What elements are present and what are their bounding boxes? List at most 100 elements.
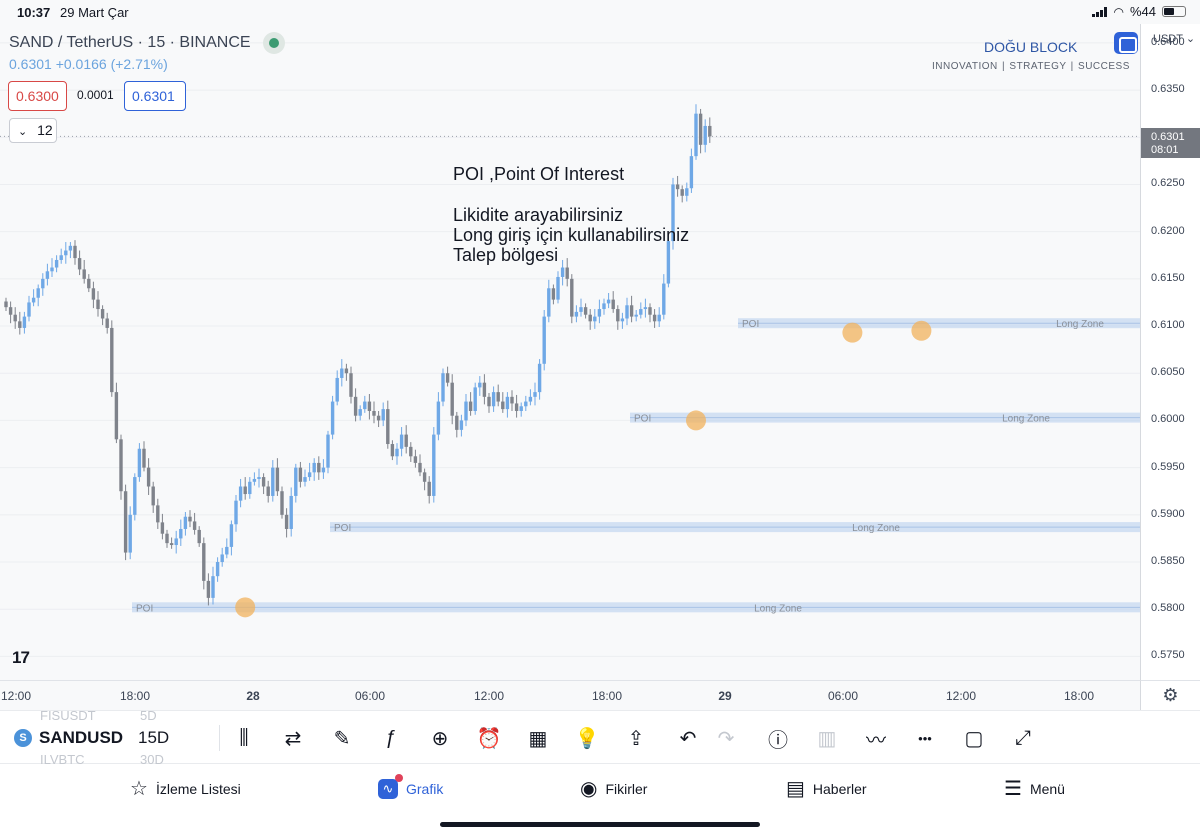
status-bar: 10:37 29 Mart Çar ◠ %44 bbox=[0, 0, 1200, 24]
annotation-line-2[interactable]: Long giriş için kullanabilirsiniz bbox=[453, 225, 690, 245]
sell-price-button[interactable]: 0.6300 bbox=[8, 81, 67, 111]
candle-body bbox=[464, 401, 468, 421]
candle-body bbox=[248, 481, 252, 495]
line-tool-icon[interactable]: 〰 bbox=[866, 729, 886, 752]
chevron-down-icon: ⌄ bbox=[18, 126, 28, 138]
compare-icon[interactable]: ⇄ bbox=[284, 727, 302, 750]
ghost-symbol-below: ILVBTC bbox=[40, 752, 85, 767]
toolbar-divider bbox=[219, 725, 220, 751]
poi-marker bbox=[911, 320, 932, 341]
rectangle-icon[interactable]: ▢ bbox=[964, 727, 984, 750]
price-tick-label: 0.5750 bbox=[1151, 649, 1185, 662]
fullscreen-icon[interactable]: ⤢ bbox=[1015, 726, 1031, 749]
candle-body bbox=[353, 396, 358, 416]
legend-price-change: 0.6301 +0.0166 (+2.71%) bbox=[9, 56, 168, 72]
more-icon[interactable]: ••• bbox=[918, 730, 932, 746]
layout-icon[interactable] bbox=[1114, 32, 1138, 54]
tradingview-logo-icon[interactable]: 17 bbox=[12, 648, 30, 667]
candle-body bbox=[128, 514, 132, 553]
candle-body bbox=[519, 406, 523, 411]
candle-body bbox=[64, 250, 68, 256]
candle-body bbox=[593, 316, 597, 322]
price-axis[interactable]: USDT ⌄ 0.64000.63500.63000.62500.62000.6… bbox=[1140, 24, 1200, 680]
annotation-line-3[interactable]: Talep bölgesi bbox=[453, 245, 559, 265]
nav-item-3[interactable]: ◉ Fikirler bbox=[580, 779, 647, 799]
candle-body bbox=[142, 448, 146, 468]
menu-icon: ☰ bbox=[1004, 778, 1022, 800]
poi-marker bbox=[235, 597, 256, 618]
add-icon[interactable]: ⊕ bbox=[431, 727, 449, 750]
candle-body bbox=[100, 309, 105, 319]
time-tick-label: 29 bbox=[718, 689, 732, 703]
candle-body bbox=[579, 307, 583, 312]
candle-body bbox=[395, 448, 399, 457]
chevron-down-icon: ⌄ bbox=[1185, 33, 1196, 45]
nav-label: Menü bbox=[1029, 781, 1065, 797]
annotation-title[interactable]: POI ,Point Of Interest bbox=[453, 164, 625, 184]
info-icon[interactable]: ⓘ bbox=[768, 729, 788, 752]
time-tick-label: 28 bbox=[246, 689, 260, 703]
candle-body bbox=[708, 125, 712, 137]
candle-body bbox=[666, 241, 671, 284]
candle-body bbox=[238, 486, 243, 501]
alert-clock-icon[interactable]: ⏰ bbox=[476, 727, 502, 750]
symbol-picker[interactable]: SANDUSD bbox=[39, 728, 124, 747]
candlestick-chart[interactable]: POI Long Zone POI Long Zone POI Long Zone POI L… bbox=[0, 24, 1140, 680]
nav-item-4[interactable]: ▤ Haberler bbox=[786, 779, 867, 799]
candle-body bbox=[330, 401, 335, 435]
chart-pane[interactable]: POI Long Zone POI Long Zone POI Long Zone POI L… bbox=[0, 24, 1140, 680]
candle-body bbox=[54, 259, 59, 268]
watchlist-star-icon: ☆ bbox=[130, 778, 148, 800]
candle-body bbox=[533, 392, 537, 397]
chart-icon: ∿ bbox=[378, 774, 403, 799]
candle-body bbox=[648, 307, 652, 315]
nav-item-1[interactable]: ☆ İzleme Listesi bbox=[130, 779, 241, 799]
indicators-toggle[interactable]: ⌄ 12 bbox=[9, 118, 57, 143]
ghost-interval-below: 30D bbox=[140, 752, 164, 767]
chart-settings-gear-icon[interactable]: ⚙ bbox=[1140, 680, 1200, 710]
candle-body bbox=[211, 576, 215, 598]
nav-item-5[interactable]: ☰ Menü bbox=[1004, 779, 1065, 799]
redo-icon[interactable]: ↷ bbox=[717, 727, 735, 750]
share-icon[interactable]: ⇪ bbox=[627, 727, 645, 750]
symbol-legend-title[interactable]: SAND / TetherUS · 15 · BINANCE bbox=[9, 34, 251, 51]
candle-body bbox=[450, 382, 454, 416]
ideas-bulb-icon[interactable]: 💡 bbox=[574, 727, 600, 750]
price-tick-label: 0.6000 bbox=[1151, 413, 1185, 426]
candle-body bbox=[634, 314, 638, 317]
candle-body bbox=[114, 392, 119, 440]
nav-label: Fikirler bbox=[605, 781, 648, 797]
nav-label: Haberler bbox=[812, 781, 867, 797]
time-axis[interactable]: 12:00 18:00 28 06:00 12:00 18:00 29 06:00 12:00 1… bbox=[0, 680, 1140, 710]
candle-body bbox=[45, 271, 50, 279]
candle-body bbox=[294, 467, 298, 496]
zone-long-label: Long Zone bbox=[852, 523, 900, 534]
candle-body bbox=[349, 373, 353, 397]
candle-body bbox=[358, 409, 362, 416]
candle-body bbox=[284, 514, 289, 529]
axis-currency-selector[interactable]: USDT ⌄ bbox=[1153, 32, 1195, 45]
drawing-pen-icon[interactable]: ✎ bbox=[333, 727, 351, 750]
candle-body bbox=[455, 415, 459, 430]
indicators-fx-icon[interactable]: ƒ bbox=[385, 726, 397, 749]
candle-body bbox=[625, 305, 629, 319]
buy-price-button[interactable]: 0.6301 bbox=[124, 81, 186, 111]
annotation-line-1[interactable]: Likidite arayabilirsiniz bbox=[453, 205, 624, 225]
price-tick-label: 0.6250 bbox=[1151, 177, 1185, 190]
templates-grid-icon[interactable]: ▦ bbox=[528, 727, 548, 750]
interval-picker[interactable]: 15D bbox=[138, 728, 170, 747]
candle-body bbox=[123, 491, 128, 553]
candle-body bbox=[478, 382, 482, 388]
time-tick-label: 12:00 bbox=[945, 689, 977, 703]
candle-body bbox=[252, 478, 257, 482]
candle-type-icon[interactable]: ⫼ bbox=[239, 726, 249, 749]
symbol-logo-icon: S bbox=[14, 729, 32, 747]
poi-marker bbox=[842, 322, 863, 343]
nav-item-2[interactable]: ∿ Grafik bbox=[378, 774, 443, 799]
status-date: 29 Mart Çar bbox=[60, 5, 129, 20]
price-tick-label: 0.5800 bbox=[1151, 602, 1185, 615]
volume-bars-icon[interactable]: ▥ bbox=[817, 727, 837, 750]
undo-icon[interactable]: ↶ bbox=[679, 727, 697, 750]
cellular-signal-icon bbox=[1092, 6, 1108, 17]
zone-poi-label: POI bbox=[334, 523, 351, 534]
